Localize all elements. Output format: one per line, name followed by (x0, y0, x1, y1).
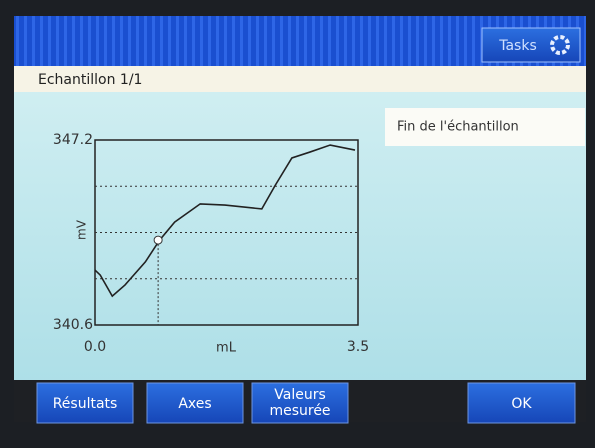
y-tick-label: 347.2 (53, 132, 93, 148)
button-label: Résultats (53, 396, 118, 412)
status-text: Fin de l'échantillon (397, 120, 519, 135)
screen: Tasks Echantillon 1/1 Fin de l'échantill… (0, 0, 595, 448)
cursor-marker (154, 236, 162, 244)
button-label: Axes (178, 396, 211, 412)
header-title: Echantillon 1/1 (38, 72, 142, 88)
tasks-label: Tasks (498, 38, 537, 54)
x-axis-label: mL (216, 341, 237, 356)
x-tick-label: 0.0 (84, 339, 106, 355)
y-axis-label: mV (75, 219, 89, 240)
page: Tasks Echantillon 1/1 Fin de l'échantill… (0, 0, 595, 448)
x-tick-label: 3.5 (347, 339, 369, 355)
button-label: OK (511, 396, 532, 412)
y-tick-label: 340.6 (53, 317, 93, 333)
